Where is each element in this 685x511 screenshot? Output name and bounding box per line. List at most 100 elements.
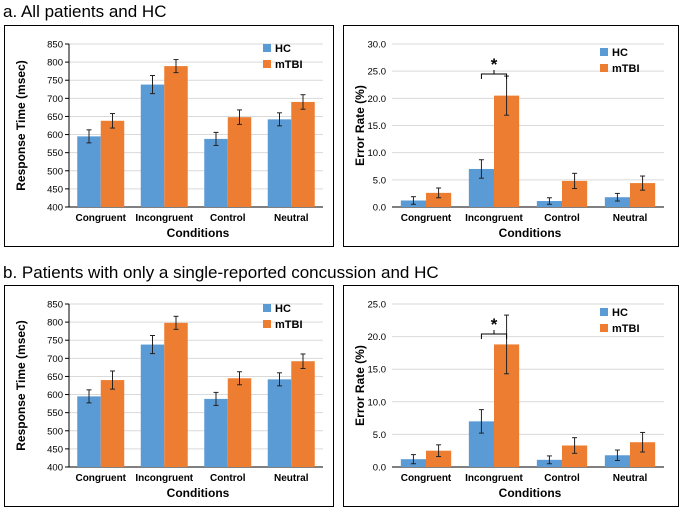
bar-mtbi-control [227,117,252,207]
legend-swatch-hc [263,44,271,52]
bar-hc-control [204,398,228,467]
y-tick-label: 750 [47,76,63,87]
bar-mtbi-congruent [100,380,125,467]
bar-mtbi-congruent [100,120,125,207]
x-category-label: Neutral [274,473,309,484]
chart-error-rate-b: 0.0 5.0 10.0 15.0 20.0 25.0 Congruent Incongrue… [353,300,664,500]
bar-mtbi-incongruent [164,66,188,207]
bar-hc-incongruent [140,84,165,207]
y-tick-label: 500 [47,426,63,437]
x-category-label: Congruent [401,473,452,484]
significance-bracket [480,70,508,79]
significance-star: * [491,315,498,334]
y-tick-label: 600 [47,130,63,141]
panel-error-rate-a: 0.0 5.0 10.0 15.0 20.0 25.0 30.0 Congruent Incon… [343,25,679,247]
y-tick-label: 25.0 [368,300,387,311]
y-tick-label: 600 [47,390,63,401]
y-tick-label: 850 [47,40,63,51]
y-axis-title: Response Time (msec) [14,320,28,451]
y-axis-title: Error Rate (%) [353,85,367,166]
y-tick-label: 10.0 [368,397,387,408]
chart-response-time-a: 400 450 500 550 600 650 700 750 800 850 Congruent I… [14,40,323,240]
y-tick-label: 800 [47,58,63,69]
y-tick-label: 650 [47,112,63,123]
x-axis-title: Conditions [499,226,562,240]
legend-label-hc: HC [275,43,291,55]
bar-mtbi-congruent [426,192,452,207]
y-tick-label: 5.0 [373,430,386,441]
bar-hc-congruent [77,396,101,467]
legend-label-mtbi: mTBI [275,59,303,71]
bar-hc-neutral [604,197,630,207]
x-category-label: Incongruent [135,213,193,224]
x-category-label: Control [544,213,580,224]
bar-hc-congruent [77,136,101,207]
y-tick-label: 10.0 [368,148,387,159]
bar-hc-neutral [604,455,630,467]
x-category-label: Control [210,473,246,484]
legend-swatch-mtbi [263,320,271,328]
x-category-label: Neutral [613,213,648,224]
y-tick-label: 450 [47,184,63,195]
x-axis-title: Conditions [499,486,562,500]
y-tick-label: 30.0 [368,40,387,51]
legend-label-mtbi: mTBI [612,63,640,75]
bar-mtbi-congruent [426,450,452,467]
x-category-label: Congruent [401,213,452,224]
x-category-label: Incongruent [135,473,193,484]
y-tick-label: 700 [47,354,63,365]
y-tick-label: 800 [47,318,63,329]
legend-label-hc: HC [275,303,291,315]
y-tick-label: 400 [47,463,63,474]
y-tick-label: 25.0 [368,67,387,78]
bar-mtbi-neutral [291,101,315,207]
y-tick-label: 5.0 [373,175,386,186]
legend-label-mtbi: mTBI [612,323,640,335]
panel-response-time-b: 400 450 500 550 600 650 700 750 800 850 Congruent I… [4,285,334,507]
section-title-a: a. All patients and HC [3,2,167,21]
y-tick-label: 550 [47,408,63,419]
legend-label-hc: HC [612,47,628,59]
panel-response-time-a: 400 450 500 550 600 650 700 750 800 850 Congruent I… [4,25,334,247]
y-tick-label: 700 [47,94,63,105]
x-category-label: Congruent [75,213,126,224]
y-tick-label: 15.0 [368,121,387,132]
y-tick-label: 450 [47,444,63,455]
chart-error-rate-a: 0.0 5.0 10.0 15.0 20.0 25.0 30.0 Congruent Incon… [353,40,664,240]
y-tick-label: 0.0 [373,203,386,214]
legend-swatch-mtbi [600,324,608,332]
x-axis-title: Conditions [167,226,230,240]
bar-hc-control [204,138,228,207]
y-tick-label: 0.0 [373,463,386,474]
section-title-b: b. Patients with only a single-reported … [3,263,439,282]
y-tick-label: 20.0 [368,94,387,105]
x-axis-title: Conditions [167,486,230,500]
y-tick-label: 500 [47,166,63,177]
x-category-label: Control [210,213,246,224]
x-category-label: Neutral [613,473,648,484]
y-tick-label: 15.0 [368,365,387,376]
y-tick-label: 400 [47,203,63,214]
legend-swatch-hc [600,48,608,56]
y-tick-label: 650 [47,372,63,383]
bar-hc-incongruent [140,344,165,467]
x-category-label: Incongruent [465,473,523,484]
y-tick-label: 550 [47,148,63,159]
significance-bracket [480,330,508,339]
legend-swatch-hc [263,304,271,312]
legend-swatch-mtbi [600,64,608,72]
legend-swatch-hc [600,308,608,316]
bar-mtbi-neutral [291,361,315,467]
legend-label-mtbi: mTBI [275,319,303,331]
y-tick-label: 20.0 [368,332,387,343]
bar-mtbi-incongruent [164,322,188,467]
x-category-label: Control [544,473,580,484]
y-tick-label: 850 [47,300,63,311]
bar-hc-neutral [267,119,292,207]
y-axis-title: Error Rate (%) [353,345,367,426]
legend-label-hc: HC [612,307,628,319]
y-tick-label: 750 [47,336,63,347]
bar-mtbi-control [227,378,252,467]
bar-mtbi-control [562,445,588,467]
chart-response-time-b: 400 450 500 550 600 650 700 750 800 850 Congruent I… [14,300,323,500]
